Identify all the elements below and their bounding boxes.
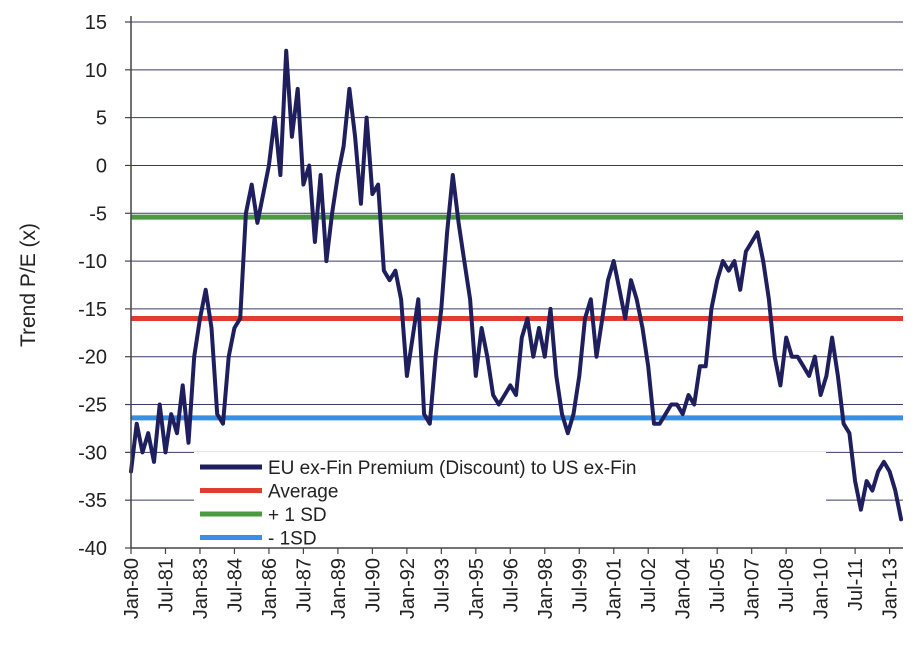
legend-label: + 1 SD — [268, 505, 327, 526]
x-tick-label: Jan-95 — [466, 558, 488, 619]
x-tick-label: Jan-83 — [190, 558, 212, 619]
y-tick-label: 5 — [96, 108, 107, 130]
x-tick-label: Jul-81 — [155, 558, 177, 612]
legend-label: Average — [268, 482, 338, 503]
y-tick-label: -30 — [78, 442, 107, 464]
y-tick-label: -5 — [89, 203, 107, 225]
x-tick-label: Jan-13 — [880, 558, 902, 619]
x-tick-label: Jan-92 — [397, 558, 419, 619]
x-tick-label: Jul-90 — [362, 558, 384, 612]
axes — [125, 16, 903, 554]
x-tick-label: Jan-98 — [535, 558, 557, 619]
x-tick-label: Jan-07 — [742, 558, 764, 619]
x-tick-label: Jul-99 — [569, 558, 591, 612]
y-tick-label: -40 — [78, 538, 107, 560]
y-tick-label: 10 — [85, 60, 107, 82]
x-tick-label: Jul-84 — [224, 558, 246, 612]
x-tick-label: Jul-02 — [638, 558, 660, 612]
y-tick-label: -10 — [78, 251, 107, 273]
x-tick-label: Jan-89 — [328, 558, 350, 619]
legend: EU ex-Fin Premium (Discount) to US ex-Fi… — [194, 452, 826, 550]
legend-background — [194, 452, 826, 546]
x-tick-label: Jan-86 — [259, 558, 281, 619]
y-tick-label: -15 — [78, 299, 107, 321]
x-tick-label: Jan-80 — [121, 558, 143, 619]
x-tick-label: Jul-05 — [707, 558, 729, 612]
x-tick-label: Jul-11 — [845, 558, 867, 611]
y-tick-label: 15 — [85, 12, 107, 34]
legend-label: - 1SD — [268, 529, 317, 550]
series-group — [129, 48, 904, 522]
x-tick-label: Jul-93 — [431, 558, 453, 612]
y-tick-label: -20 — [78, 347, 107, 369]
x-tick-label: Jul-96 — [500, 558, 522, 612]
x-tick-label: Jan-01 — [604, 558, 626, 619]
x-tick-labels: Jan-80 Jul-81 Jan-83 Jul-84 Jan-86 Jul-87 Jan-… — [121, 558, 902, 619]
y-tick-labels: 15 10 5 0 -5 -10 -15 -20 -25 -30 -35 -40 — [78, 12, 107, 560]
x-tick-label: Jul-08 — [776, 558, 798, 612]
x-tick-label: Jan-10 — [811, 558, 833, 619]
y-tick-label: 0 — [96, 155, 107, 177]
x-tick-label: Jul-87 — [293, 558, 315, 612]
y-axis-label: Trend P/E (x) — [17, 223, 40, 347]
y-tick-label: -25 — [78, 395, 107, 417]
y-tick-label: -35 — [78, 490, 107, 512]
x-tick-label: Jan-04 — [673, 558, 695, 619]
legend-label: EU ex-Fin Premium (Discount) to US ex-Fi… — [268, 458, 636, 479]
